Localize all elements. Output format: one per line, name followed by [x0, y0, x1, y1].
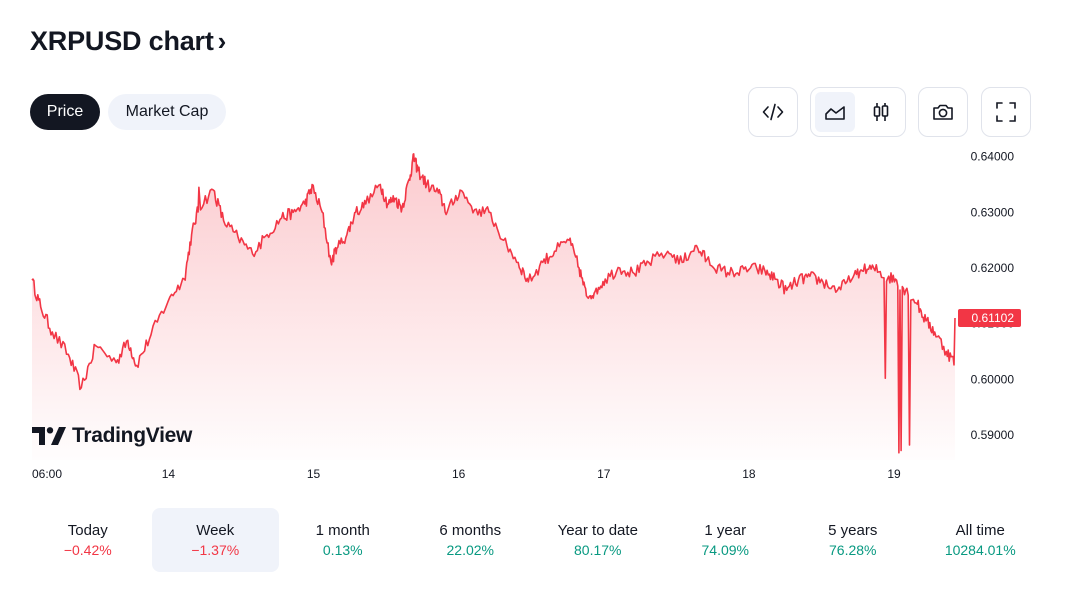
tab-market-cap[interactable]: Market Cap — [108, 94, 226, 130]
period-selector: Today −0.42% Week −1.37% 1 month 0.13% 6 month… — [24, 508, 1044, 572]
x-tick-label: 16 — [452, 467, 466, 481]
fullscreen-button[interactable] — [981, 87, 1031, 137]
page-title: XRPUSD chart — [30, 26, 214, 56]
price-area-fill — [32, 153, 955, 460]
period-change: 74.09% — [701, 542, 749, 558]
x-tick-label: 17 — [597, 467, 611, 481]
x-tick-label: 06:00 — [32, 467, 62, 481]
last-price-badge — [958, 308, 1021, 327]
period-change: −1.37% — [191, 542, 240, 558]
period-5-years[interactable]: 5 years 76.28% — [789, 508, 917, 572]
chart-title-link[interactable]: XRPUSD chart › — [30, 26, 226, 57]
camera-icon — [933, 104, 953, 120]
period-change: 0.13% — [322, 542, 363, 558]
period-1-year[interactable]: 1 year 74.09% — [662, 508, 790, 572]
x-tick-label: 15 — [307, 467, 321, 481]
tab-price-label: Price — [46, 103, 84, 120]
price-line — [31, 153, 956, 454]
period-1-month[interactable]: 1 month 0.13% — [279, 508, 407, 572]
price-chart[interactable]: 0.640000.630000.620000.610000.600000.590… — [0, 140, 1068, 500]
y-tick-label: 0.60000 — [971, 372, 1015, 386]
period-label: Week — [196, 522, 235, 539]
embed-button[interactable] — [748, 87, 798, 137]
code-icon — [762, 103, 784, 121]
period-label: Today — [67, 522, 108, 539]
period-label: 1 year — [704, 522, 747, 539]
x-tick-label: 18 — [742, 467, 756, 481]
period-6-months[interactable]: 6 months 22.02% — [407, 508, 535, 572]
chevron-right-icon: › — [217, 26, 227, 56]
x-tick-label: 14 — [162, 467, 176, 481]
period-year-to-date[interactable]: Year to date 80.17% — [534, 508, 662, 572]
period-change: 80.17% — [574, 542, 622, 558]
period-label: Year to date — [557, 522, 638, 539]
candlestick-button[interactable] — [861, 92, 901, 132]
area-chart-icon — [825, 106, 845, 120]
chart-type-group — [810, 87, 906, 137]
tradingview-logo-text: TradingView — [72, 424, 193, 447]
period-label: All time — [955, 522, 1005, 539]
period-label: 6 months — [439, 522, 502, 539]
tradingview-logo: TradingView — [32, 424, 192, 448]
fullscreen-icon — [996, 102, 1016, 122]
area-chart-button[interactable] — [815, 92, 855, 132]
tab-market-cap-label: Market Cap — [125, 103, 209, 120]
tab-price[interactable]: Price — [30, 94, 100, 130]
period-today[interactable]: Today −0.42% — [24, 508, 152, 572]
period-week[interactable]: Week −1.37% — [151, 508, 279, 572]
y-tick-label: 0.59000 — [971, 428, 1015, 442]
period-label: 1 month — [315, 522, 370, 539]
y-tick-label: 0.63000 — [971, 205, 1015, 219]
period-change: 76.28% — [829, 542, 877, 558]
snapshot-button[interactable] — [918, 87, 968, 137]
period-change: 22.02% — [446, 542, 494, 558]
y-tick-label: 0.64000 — [971, 150, 1015, 164]
period-change: 10284.01% — [944, 542, 1016, 558]
x-tick-label: 19 — [887, 467, 901, 481]
period-label: 5 years — [828, 522, 878, 539]
candlestick-icon — [873, 103, 889, 121]
period-all-time[interactable]: All time 10284.01% — [917, 508, 1045, 572]
last-price-label: 0.61102 — [972, 311, 1015, 325]
y-tick-label: 0.62000 — [971, 261, 1015, 275]
tradingview-logo-icon — [32, 427, 66, 445]
period-change: −0.42% — [63, 542, 112, 558]
